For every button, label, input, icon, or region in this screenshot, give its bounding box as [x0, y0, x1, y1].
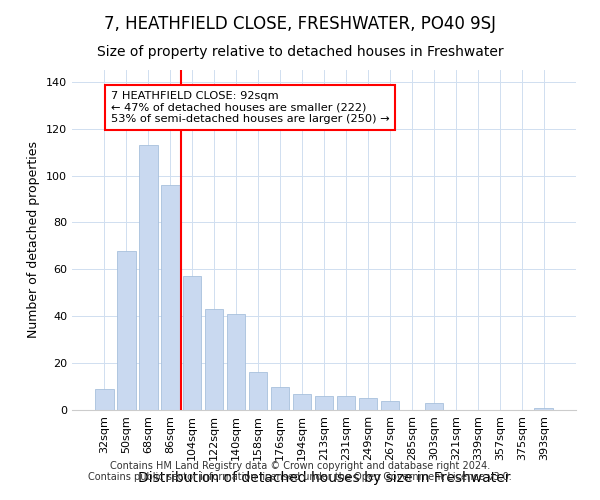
Bar: [139, 145, 158, 410]
Bar: [535, 408, 553, 410]
Bar: [271, 386, 289, 410]
Bar: [183, 276, 202, 410]
Bar: [161, 185, 179, 410]
Text: 7, HEATHFIELD CLOSE, FRESHWATER, PO40 9SJ: 7, HEATHFIELD CLOSE, FRESHWATER, PO40 9S…: [104, 15, 496, 33]
Text: 7 HEATHFIELD CLOSE: 92sqm
← 47% of detached houses are smaller (222)
53% of semi: 7 HEATHFIELD CLOSE: 92sqm ← 47% of detac…: [111, 91, 389, 124]
Y-axis label: Number of detached properties: Number of detached properties: [28, 142, 40, 338]
Text: Size of property relative to detached houses in Freshwater: Size of property relative to detached ho…: [97, 45, 503, 59]
Bar: [425, 403, 443, 410]
Bar: [293, 394, 311, 410]
Bar: [337, 396, 355, 410]
Bar: [314, 396, 334, 410]
Text: Contains HM Land Registry data © Crown copyright and database right 2024.
Contai: Contains HM Land Registry data © Crown c…: [88, 461, 512, 482]
X-axis label: Distribution of detached houses by size in Freshwater: Distribution of detached houses by size …: [138, 471, 510, 485]
Bar: [380, 400, 399, 410]
Bar: [117, 250, 136, 410]
Bar: [95, 389, 113, 410]
Bar: [249, 372, 268, 410]
Bar: [205, 309, 223, 410]
Bar: [227, 314, 245, 410]
Bar: [359, 398, 377, 410]
